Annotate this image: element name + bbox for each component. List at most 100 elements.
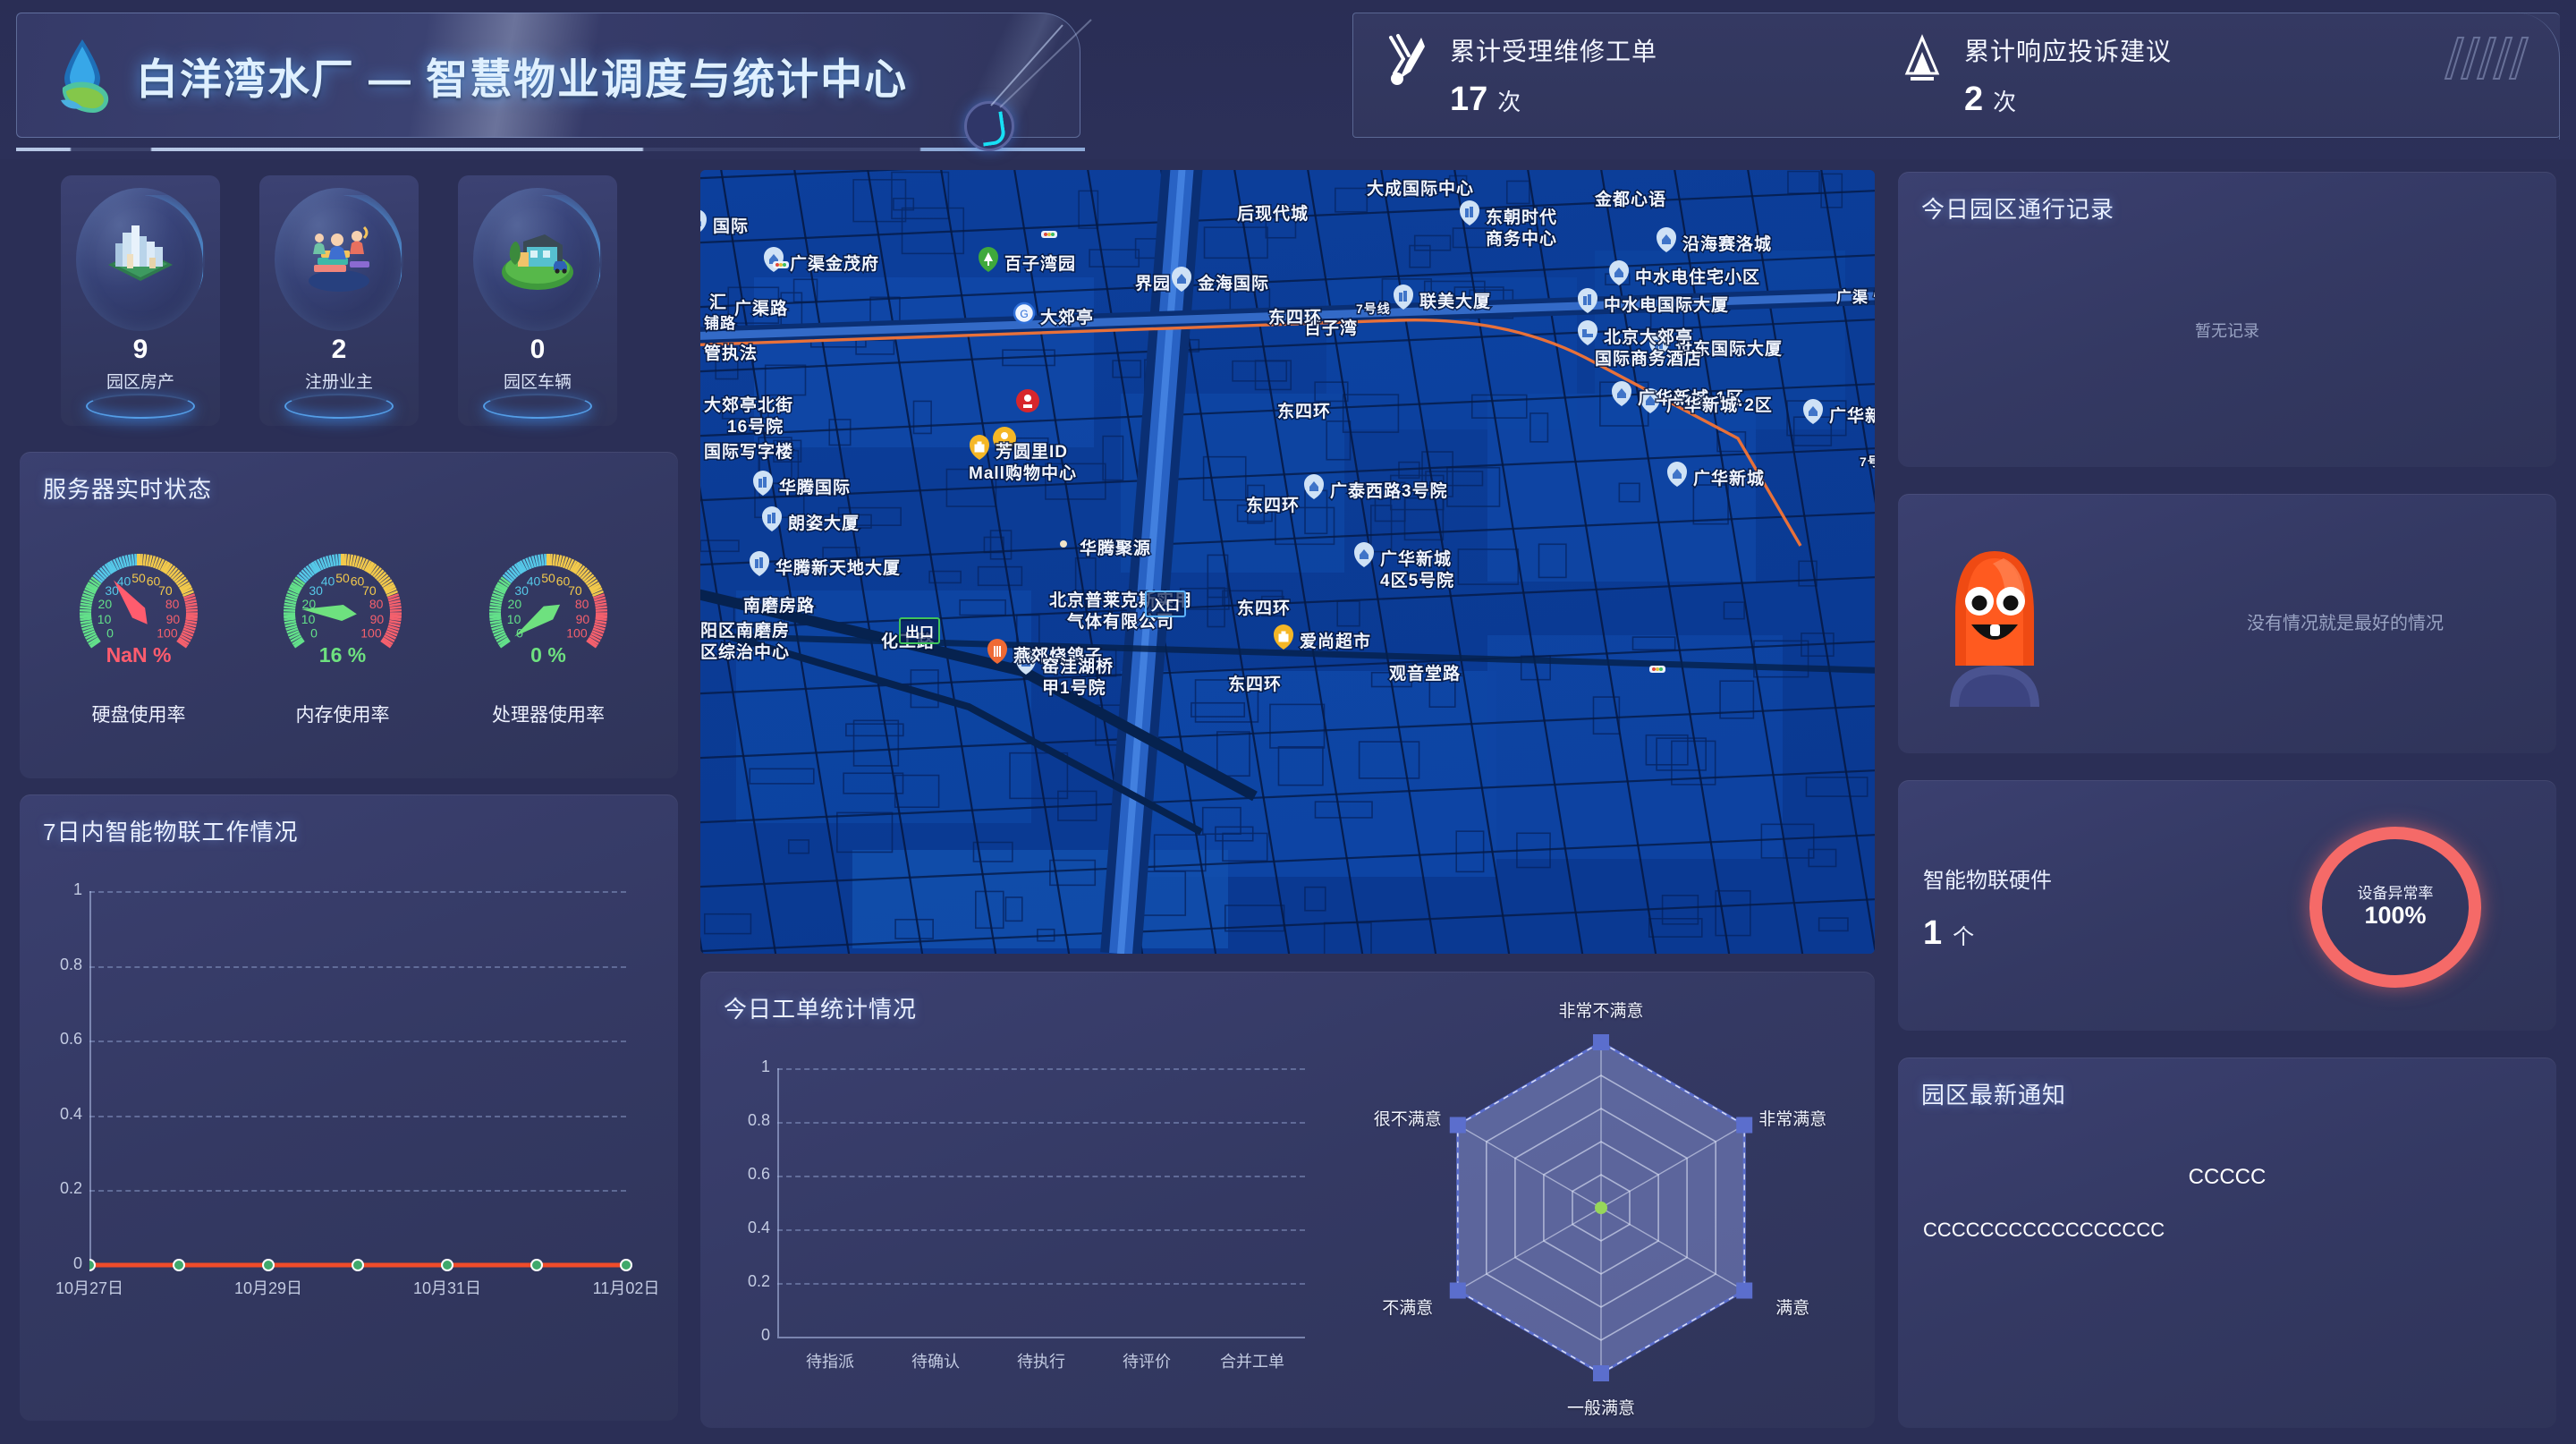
- hardware-label: 智能物联硬件: [1923, 869, 2052, 893]
- y-axis-tick: 0.8: [59, 955, 82, 973]
- svg-text:0: 0: [310, 625, 318, 640]
- park-map[interactable]: G 后现代城 大成国际中心 金都心语 东朝时代 商务中心 沿海赛洛城 国际 广渠金茂府 百子湾园…: [700, 170, 1875, 954]
- panel-title: 园区最新通知: [1921, 1082, 2067, 1108]
- bubble-frame: [76, 188, 205, 331]
- grid-line: [777, 1068, 1305, 1070]
- stat-card-owners[interactable]: 2 注册业主: [259, 175, 419, 426]
- kpi-unit: 次: [1497, 89, 1521, 115]
- wrench-screwdriver-icon: [1389, 34, 1425, 85]
- panel-title: 今日工单统计情况: [724, 996, 918, 1023]
- gauge-memory-usage: 0 10 20 30 40 50 60 70 80 90 100 16 % 内存使用率: [249, 534, 436, 758]
- kpi-value: 17: [1450, 81, 1488, 118]
- svg-text:20: 20: [302, 597, 317, 611]
- kpi-unit: 次: [1993, 89, 2017, 115]
- radar-canvas: [1449, 1034, 1753, 1381]
- svg-text:100: 100: [566, 625, 588, 640]
- city-buildings-icon: [108, 225, 173, 281]
- bubble-frame: [275, 188, 403, 331]
- x-axis-tick: 11月02日: [592, 1279, 660, 1297]
- svg-text:60: 60: [556, 574, 571, 589]
- y-axis-tick: 0: [760, 1326, 770, 1344]
- line-series: [89, 1259, 632, 1271]
- x-axis-tick: 待评价: [1123, 1353, 1171, 1371]
- y-axis-tick: 0.2: [59, 1179, 82, 1198]
- svg-text:G: G: [1020, 308, 1028, 320]
- y-axis: [777, 1068, 779, 1337]
- svg-text:30: 30: [514, 583, 529, 598]
- iot-hardware-panel: 智能物联硬件 1 个 设备异常率 100%: [1898, 780, 2556, 1031]
- notice-headline: CCCCC: [2188, 1165, 2267, 1189]
- y-axis-tick: 0.4: [59, 1104, 82, 1123]
- svg-text:80: 80: [165, 597, 180, 611]
- dashboard-header: 白洋湾水厂 — 智慧物业调度与统计中心 累计受理维修工单 17 次 累计响应投诉…: [0, 0, 2576, 159]
- svg-text:50: 50: [541, 571, 555, 585]
- gauge-disk-usage: 0 10 20 30 40 50 60 70 80 90 100 NaN % 硬盘使用率: [45, 534, 233, 758]
- park-notice-panel: 园区最新通知 CCCCC CCCCCCCCCCCCCCCCC: [1898, 1058, 2556, 1428]
- svg-text:0: 0: [106, 625, 114, 640]
- header-stripes-decoration: [2444, 37, 2529, 80]
- y-axis-tick: 0.6: [59, 1030, 82, 1049]
- svg-text:40: 40: [117, 574, 131, 589]
- stat-label: 园区车辆: [503, 373, 572, 392]
- satisfaction-radar-chart: 非常不满意 非常满意 满意 一般满意 不满意 很不满意: [1324, 980, 1878, 1427]
- iot-7day-line-chart: 0 0.2 0.4 0.6 0.8 1 10月27日 10月29日 10月31日 11月02日: [20, 794, 678, 1421]
- x-axis-tick: 10月29日: [233, 1279, 303, 1297]
- y-axis-tick: 1: [72, 880, 82, 898]
- x-axis-tick: 合并工单: [1220, 1353, 1284, 1371]
- radar-axis-label: 非常不满意: [1558, 1002, 1644, 1021]
- svg-text:10: 10: [301, 612, 316, 626]
- radar-axis-label: 一般满意: [1566, 1399, 1635, 1418]
- stat-card-vehicles[interactable]: 0 园区车辆: [458, 175, 617, 426]
- alarm-status-panel: 没有情况就是最好的情况: [1898, 494, 2556, 753]
- hardware-count: 1: [1923, 914, 1943, 952]
- y-axis: [89, 891, 91, 1265]
- svg-text:60: 60: [147, 574, 161, 589]
- svg-text:90: 90: [370, 612, 385, 626]
- svg-text:80: 80: [369, 597, 384, 611]
- panel-title: 服务器实时状态: [43, 476, 213, 503]
- svg-text:20: 20: [98, 597, 113, 611]
- gauge-value: NaN %: [106, 643, 172, 667]
- svg-text:100: 100: [360, 625, 382, 640]
- iot-7day-panel: 7日内智能物联工作情况 0 0.2 0.4 0.6 0.8 1 10月27日 10月29日 10…: [20, 794, 678, 1421]
- svg-text:60: 60: [351, 574, 365, 589]
- stat-value: 9: [132, 335, 148, 364]
- map-canvas[interactable]: G: [700, 170, 1875, 954]
- svg-text:90: 90: [166, 612, 181, 626]
- panel-title: 今日园区通行记录: [1921, 196, 2115, 223]
- registered-owners-icon: [309, 225, 369, 292]
- kpi-label: 累计受理维修工单: [1450, 38, 1658, 65]
- header-dial-spokes: [990, 19, 1092, 108]
- grid-line: [89, 1115, 626, 1117]
- panel-title: 7日内智能物联工作情况: [43, 819, 299, 845]
- house-car-icon: [502, 234, 573, 290]
- svg-text:40: 40: [321, 574, 335, 589]
- y-axis-tick: 0.4: [747, 1219, 770, 1236]
- water-drop-icon: [61, 39, 109, 113]
- gauge-label: 处理器使用率: [492, 705, 605, 726]
- stat-card-properties[interactable]: 9 园区房产: [61, 175, 220, 426]
- svg-text:70: 70: [362, 583, 377, 598]
- grid-line: [89, 891, 626, 893]
- svg-text:80: 80: [575, 597, 589, 611]
- x-axis-tick: 待执行: [1017, 1353, 1065, 1371]
- grid-line: [777, 1229, 1305, 1231]
- svg-text:50: 50: [131, 571, 146, 585]
- x-axis-tick: 10月27日: [55, 1279, 124, 1297]
- complaint-pen-icon: [1904, 34, 1940, 81]
- radar-axis-label: 满意: [1775, 1298, 1810, 1318]
- grid-line: [777, 1122, 1305, 1124]
- empty-state-text: 没有情况就是最好的情况: [2247, 614, 2444, 633]
- server-status-panel: 服务器实时状态 0 10 20 30 40 50 60 70 80 90 100 NaN % 硬盘使…: [20, 452, 678, 778]
- header-kpi-plate: [1352, 13, 2560, 140]
- stat-card-base-glow: [86, 394, 195, 419]
- header-divider-rule: [16, 148, 1085, 151]
- radar-axis-label: 很不满意: [1373, 1109, 1442, 1129]
- svg-text:50: 50: [335, 571, 350, 585]
- device-anomaly-ring: 设备异常率 100%: [2309, 827, 2481, 988]
- gauge-label: 内存使用率: [295, 705, 390, 726]
- ring-percent: 100%: [2364, 902, 2427, 929]
